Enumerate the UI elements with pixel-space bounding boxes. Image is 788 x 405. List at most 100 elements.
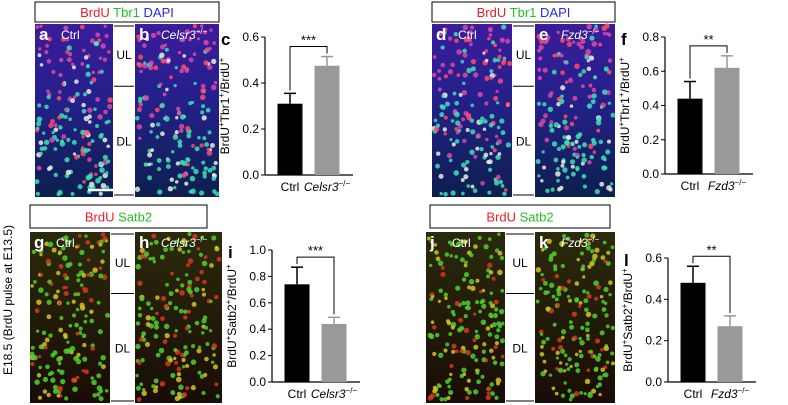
cell <box>156 30 161 36</box>
cell <box>593 280 599 286</box>
cell <box>55 138 60 142</box>
cell <box>560 329 567 335</box>
cell <box>188 38 192 42</box>
cell <box>497 232 501 236</box>
cell <box>203 166 208 171</box>
cell <box>434 332 440 338</box>
cell <box>175 116 179 120</box>
cell <box>599 330 605 336</box>
cell <box>549 91 554 96</box>
cell <box>487 190 492 195</box>
cell <box>542 165 547 170</box>
cell <box>38 344 44 350</box>
cell <box>545 306 551 312</box>
cell <box>39 273 43 277</box>
cell <box>106 144 110 149</box>
cell <box>586 368 591 372</box>
cell <box>153 378 159 384</box>
cell <box>207 64 213 70</box>
cell <box>563 114 568 119</box>
cell <box>569 121 575 127</box>
cell <box>598 42 603 47</box>
cell <box>442 127 447 132</box>
cell <box>472 188 478 194</box>
cell <box>592 313 598 319</box>
cell <box>86 272 91 277</box>
cell <box>82 180 86 184</box>
cell <box>607 101 612 105</box>
cell <box>41 34 46 38</box>
cell <box>496 381 500 386</box>
cell <box>34 179 40 185</box>
cell <box>489 314 494 319</box>
cell <box>465 159 470 165</box>
cell <box>560 70 565 75</box>
cell <box>80 146 85 150</box>
cell <box>179 290 185 296</box>
cell <box>470 184 475 189</box>
cell <box>63 334 68 340</box>
cell <box>46 299 52 305</box>
cell <box>173 356 177 361</box>
cell <box>195 276 200 282</box>
cell <box>30 361 35 367</box>
cell <box>586 103 593 109</box>
bar <box>717 326 743 382</box>
cell <box>493 307 499 312</box>
cell <box>557 337 563 343</box>
cell <box>41 330 47 336</box>
zone-label: DL <box>512 341 528 355</box>
cell <box>433 118 438 123</box>
cell <box>209 263 214 268</box>
cell <box>452 313 456 317</box>
cell <box>487 167 493 172</box>
stain-name: BrdU <box>486 210 516 225</box>
cell <box>540 179 544 183</box>
cell <box>164 47 169 52</box>
cell <box>86 258 91 262</box>
x-tick-label: Ctrl <box>288 387 307 401</box>
cell <box>181 160 188 167</box>
cell <box>493 177 497 182</box>
cell <box>480 116 485 121</box>
cell <box>200 110 205 115</box>
cell <box>541 278 546 282</box>
cell <box>473 154 478 159</box>
cell <box>594 338 601 344</box>
y-tick-label: 0.0 <box>242 168 259 182</box>
cell <box>172 134 179 140</box>
cell <box>200 94 206 100</box>
cell <box>149 130 153 134</box>
cell <box>134 186 141 192</box>
cell <box>184 243 188 247</box>
cell <box>585 245 591 251</box>
cell <box>32 279 37 284</box>
cell <box>188 57 194 63</box>
cell <box>603 157 607 162</box>
cell <box>458 239 463 244</box>
cell <box>47 279 52 285</box>
cell <box>451 343 457 349</box>
cell <box>546 290 550 294</box>
y-tick-label: 0.4 <box>645 292 662 306</box>
cell <box>183 345 188 350</box>
cell <box>546 238 552 244</box>
cell <box>72 386 78 392</box>
y-label-part: /BrdU <box>618 62 632 93</box>
cell <box>578 239 583 244</box>
cell <box>610 245 615 250</box>
cell <box>438 288 443 293</box>
cell <box>56 192 61 197</box>
cell <box>151 256 156 261</box>
cell <box>553 157 559 163</box>
cell <box>63 348 70 354</box>
cell <box>490 145 495 149</box>
cell <box>149 241 154 246</box>
cell <box>499 338 505 344</box>
cell <box>469 252 474 258</box>
cell <box>201 331 205 335</box>
cell <box>160 316 165 322</box>
cell <box>165 282 169 287</box>
cell <box>90 346 95 351</box>
cell <box>170 390 176 396</box>
